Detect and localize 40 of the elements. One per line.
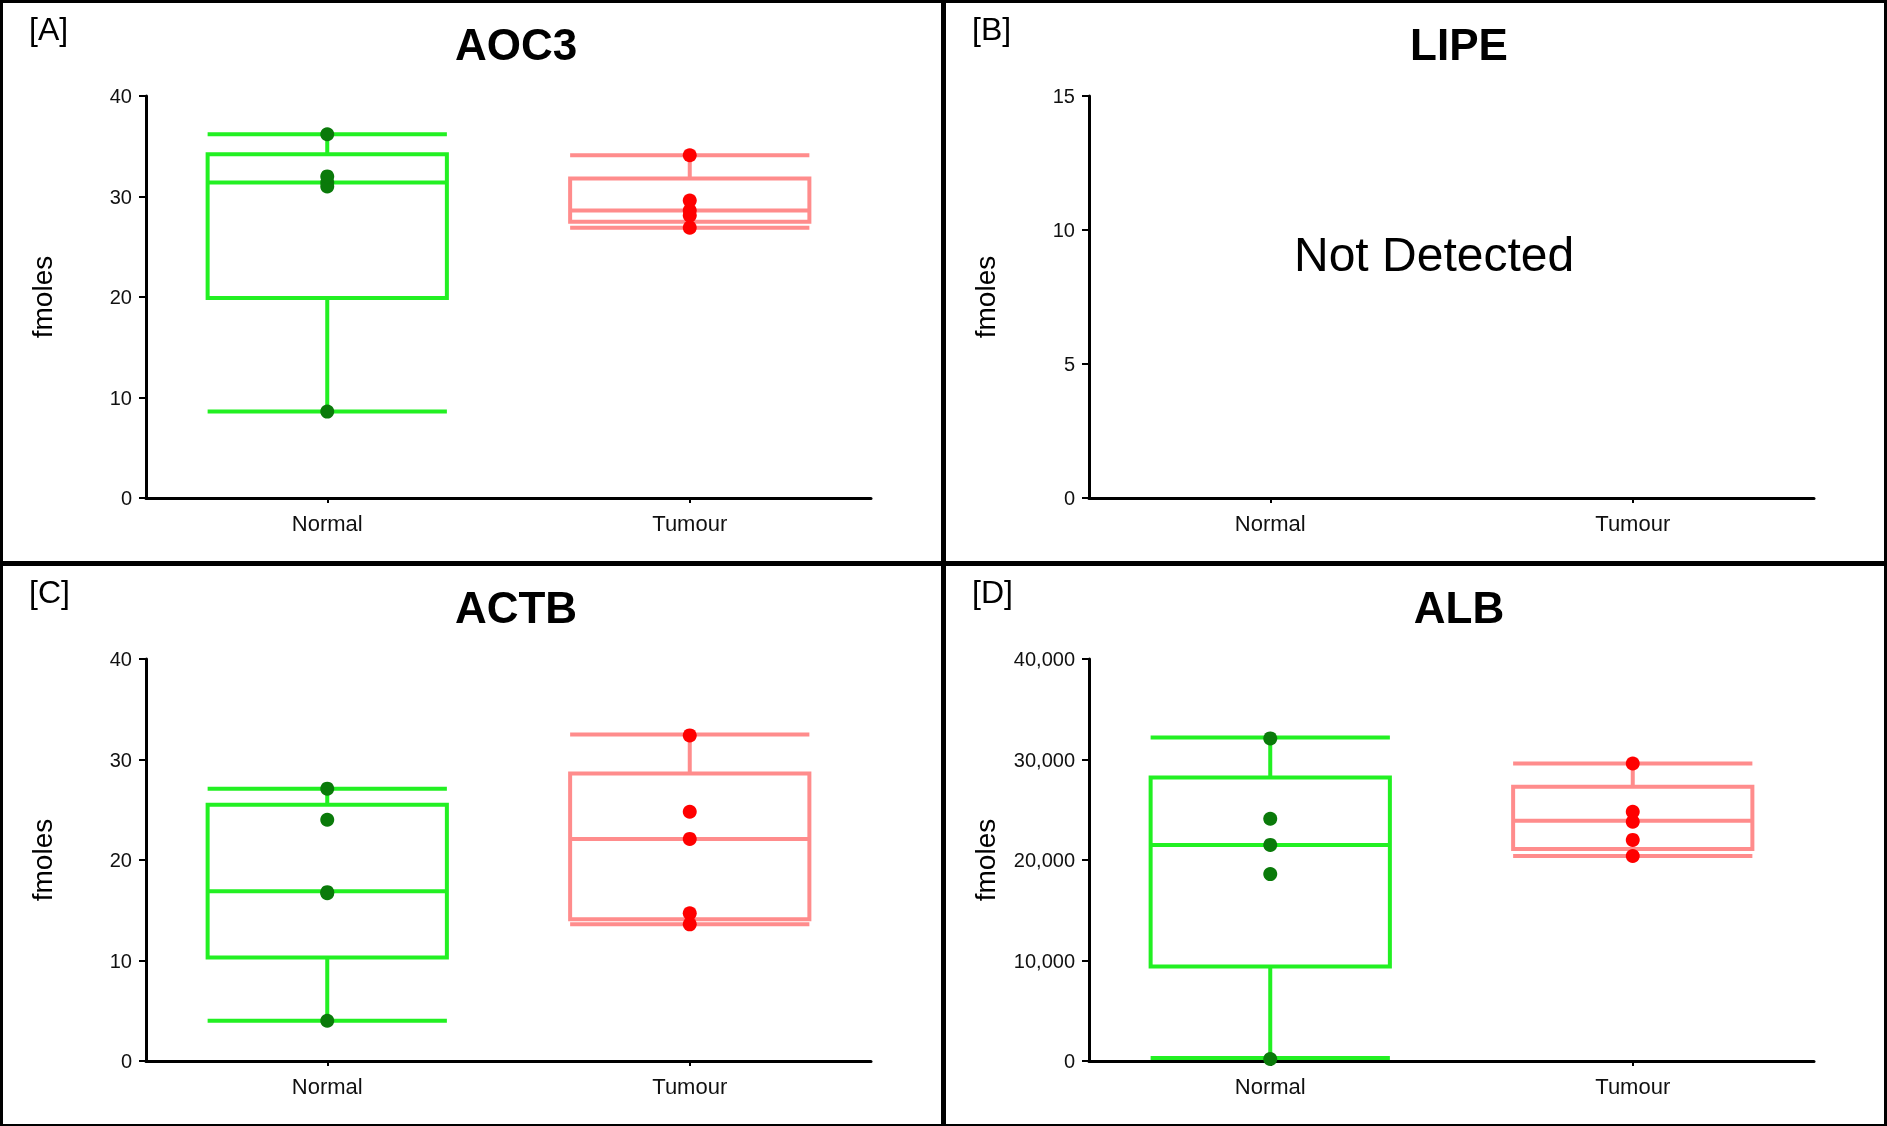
y-tick-label: 40 [109, 85, 132, 107]
y-tick-label: 20 [109, 849, 132, 871]
chart-title: ACTB [454, 582, 578, 632]
y-tick-label: 30,000 [1013, 748, 1075, 771]
y-tick-label: 0 [1063, 487, 1075, 509]
y-axis-title: fmoles [26, 255, 58, 339]
chart-title: AOC3 [454, 19, 578, 69]
y-tick-label: 5 [1063, 353, 1075, 375]
x-tick-label: Tumour [652, 1073, 728, 1099]
y-axis-title: fmoles [969, 255, 1001, 339]
x-tick-label: Normal [1234, 510, 1306, 536]
x-tick-label: Normal [291, 510, 363, 536]
x-tick-label: Tumour [1595, 1073, 1671, 1099]
x-tick-label: Tumour [1595, 510, 1671, 536]
text: [B] [972, 11, 1012, 47]
y-tick-label: 20 [109, 286, 132, 308]
annotation: Not Detected [1294, 227, 1575, 281]
chart-title: ALB [1413, 582, 1505, 632]
y-tick-label: 20,000 [1013, 849, 1075, 871]
text: [C] [29, 574, 70, 610]
y-tick-label: 15 [1052, 85, 1075, 107]
x-tick-label: Normal [291, 1073, 363, 1099]
y-tick-label: 10,000 [1013, 949, 1075, 972]
y-tick-label: 40 [109, 648, 132, 670]
y-tick-label: 30 [109, 748, 132, 771]
y-tick-label: 0 [1063, 1050, 1075, 1072]
y-tick-label: 40,000 [1013, 648, 1075, 670]
y-tick-label: 10 [109, 386, 132, 409]
y-tick-label: 30 [109, 185, 132, 208]
x-tick-label: Tumour [652, 510, 728, 536]
y-tick-label: 0 [120, 1050, 132, 1072]
text: [A] [29, 11, 69, 47]
text: [D] [972, 574, 1013, 610]
y-tick-label: 10 [109, 949, 132, 972]
y-tick-label: 0 [120, 487, 132, 509]
y-axis-title: fmoles [26, 818, 58, 902]
chart-title: LIPE [1410, 19, 1508, 69]
y-axis-title: fmoles [969, 818, 1001, 902]
y-tick-label: 10 [1052, 219, 1075, 241]
x-tick-label: Normal [1234, 1073, 1306, 1099]
